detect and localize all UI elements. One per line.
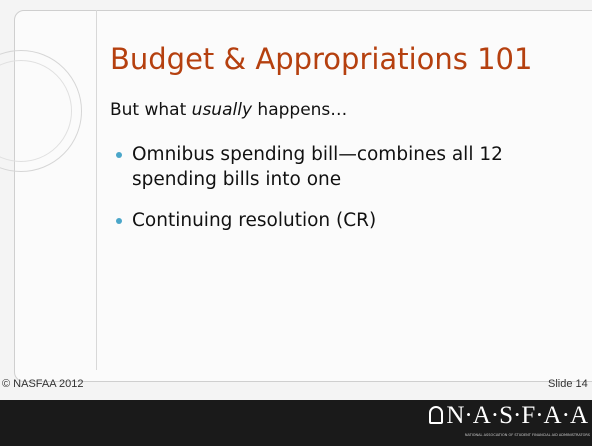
bullet: Continuing resolution (CR) xyxy=(116,208,586,233)
content-panel xyxy=(14,10,592,382)
bullet: Omnibus spending bill—combines all 12 sp… xyxy=(116,142,586,192)
logo-icon xyxy=(429,406,444,424)
text: happens… xyxy=(252,100,348,120)
bullet-list: Omnibus spending bill—combines all 12 sp… xyxy=(116,142,586,249)
logo-text: N·A·S·F·A·A xyxy=(446,402,588,429)
text: But what xyxy=(110,100,192,120)
slide-title: Budget & Appropriations 101 xyxy=(110,42,533,76)
footer-left: © NASFAA 2012 xyxy=(2,378,84,390)
emphasis: usually xyxy=(191,100,253,120)
intro-text: But what usually happens… xyxy=(110,100,347,120)
logo: N·A·S·F·A·A xyxy=(429,402,588,430)
slide: Budget & Appropriations 101 But what usu… xyxy=(0,0,592,400)
logo-subtitle: NATIONAL ASSOCIATION OF STUDENT FINANCIA… xyxy=(464,433,590,437)
footer-bar xyxy=(0,400,592,446)
slide-number: Slide 14 xyxy=(548,378,588,390)
divider xyxy=(96,10,97,370)
